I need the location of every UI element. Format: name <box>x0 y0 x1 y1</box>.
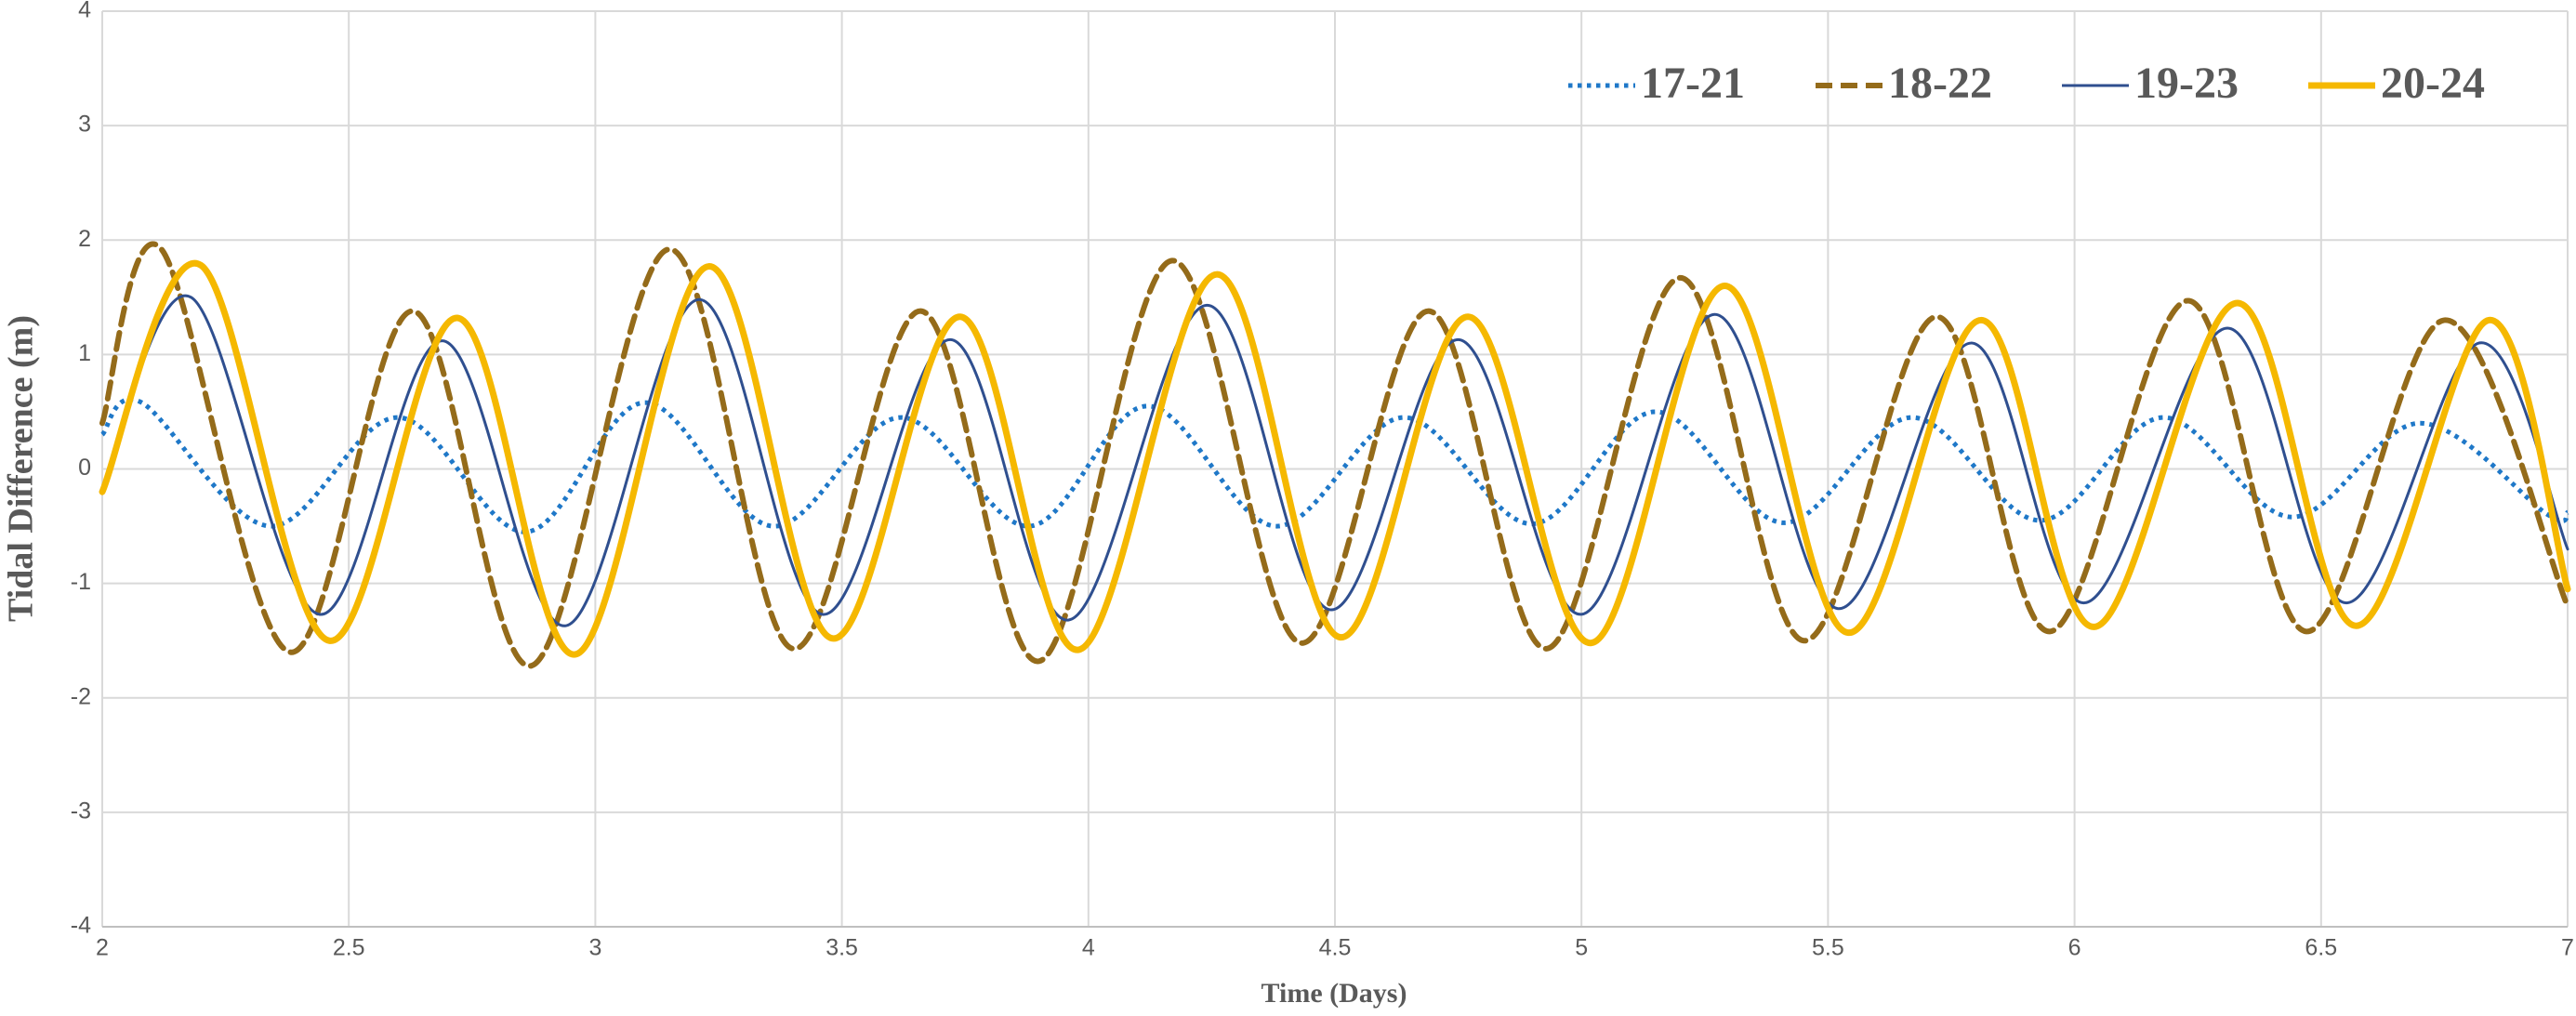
series-line <box>99 259 2571 658</box>
y-tick-label: -4 <box>71 913 91 939</box>
x-tick-label: 6.5 <box>2305 935 2337 961</box>
legend-label: 20-24 <box>2381 59 2485 108</box>
legend-label: 19-23 <box>2134 59 2239 108</box>
x-tick-label: 3 <box>588 935 601 961</box>
x-tick-label: 4 <box>1082 935 1095 961</box>
x-tick-label: 2.5 <box>333 935 365 961</box>
x-tick-label: 2 <box>96 935 109 961</box>
y-tick-label: -2 <box>71 683 91 709</box>
y-tick-label: 3 <box>78 112 91 138</box>
x-tick-label: 7 <box>2561 935 2574 961</box>
y-tick-label: 0 <box>78 455 91 481</box>
legend-label: 17-21 <box>1641 59 1745 108</box>
x-tick-label: 6 <box>2068 935 2081 961</box>
y-tick-label: 1 <box>78 340 91 366</box>
series-line <box>100 294 2569 627</box>
legend-label: 18-22 <box>1888 59 1992 108</box>
y-tick-label: -3 <box>71 798 91 824</box>
y-tick-label: -1 <box>71 569 91 595</box>
x-tick-label: 5.5 <box>1812 935 1844 961</box>
x-tick-label: 5 <box>1575 935 1588 961</box>
x-tick-label: 3.5 <box>826 935 858 961</box>
series-line <box>99 241 2570 669</box>
y-tick-label: 4 <box>78 0 91 23</box>
y-tick-label: 2 <box>78 226 91 252</box>
y-axis-title: Tidal Difference (m) <box>2 315 41 622</box>
legend: 17-21 18-22 19-23 20-24 <box>1568 59 2485 108</box>
x-axis-title: Time (Days) <box>1262 978 1407 1009</box>
x-tick-label: 4.5 <box>1319 935 1352 961</box>
